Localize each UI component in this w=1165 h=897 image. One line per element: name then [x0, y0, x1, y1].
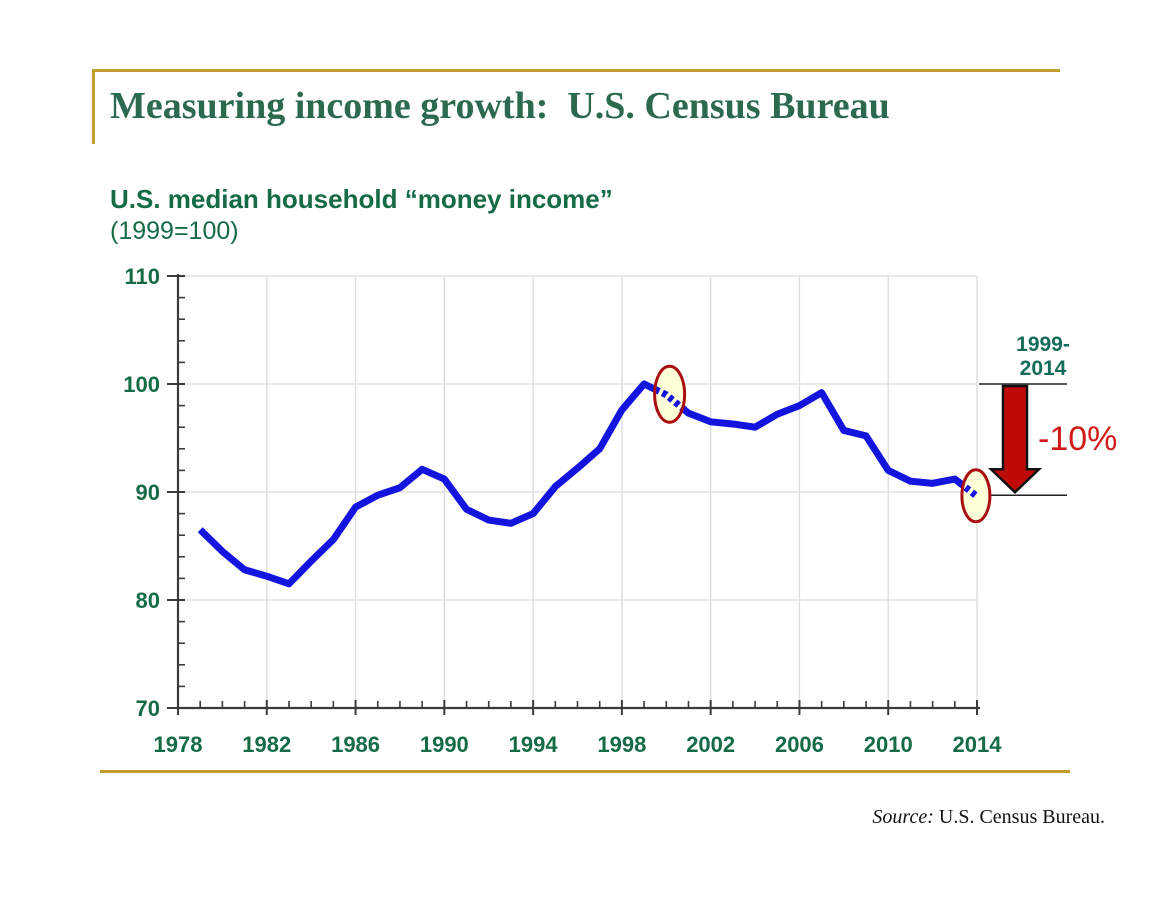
gridlines	[178, 275, 978, 708]
percent-change-label: -10%	[1038, 420, 1118, 458]
axes	[176, 274, 980, 710]
x-tick-label: 1990	[420, 732, 469, 757]
y-tick-label: 100	[123, 372, 160, 397]
ellipse-fill	[961, 469, 990, 522]
period-label: 1999-2014	[1016, 333, 1070, 380]
y-tick-label: 80	[136, 588, 160, 613]
x-tick-label: 2010	[864, 732, 913, 757]
decline-arrow	[987, 384, 1043, 494]
highlight-ellipses	[653, 364, 992, 524]
source-label: Source:	[872, 806, 934, 828]
x-tick-label: 2002	[686, 732, 735, 757]
x-tick-label: 2014	[953, 732, 1003, 757]
title-rule-top	[92, 69, 1060, 72]
y-tick-label: 110	[125, 264, 161, 289]
source-note: Source: U.S. Census Bureau.	[872, 806, 1105, 829]
chart-subtitle: (1999=100)	[110, 217, 239, 245]
x-tick-label: 1978	[154, 732, 203, 757]
ellipse-fill	[654, 366, 685, 423]
highlight-ellipse-2014	[960, 468, 992, 524]
income-series-line	[197, 380, 980, 588]
source-org: U.S. Census Bureau.	[938, 806, 1105, 828]
x-tick-label: 1982	[242, 732, 291, 757]
arrow	[987, 384, 1043, 494]
y-tick-label: 90	[136, 480, 160, 505]
bottom-rule	[100, 770, 1070, 773]
y-tick-label: 70	[136, 696, 160, 721]
x-tick-label: 1986	[331, 732, 380, 757]
tick-labels: 70 80 90 100 110 1978 1982 1986 1990 1994 1998 2002…	[123, 264, 1002, 757]
x-tick-label: 1994	[509, 732, 559, 757]
axis-ticks	[167, 275, 978, 715]
x-tick-label: 1998	[597, 732, 646, 757]
highlight-ellipse-1999	[653, 364, 687, 424]
income-line	[197, 380, 980, 588]
dashed-decline-segment	[653, 386, 690, 415]
title-rule-left	[92, 69, 95, 144]
reference-lines	[979, 383, 1067, 496]
slide-title: Measuring income growth: U.S. Census Bur…	[110, 85, 890, 127]
chart-title: U.S. median household “money income”	[110, 184, 613, 214]
x-tick-label: 2006	[775, 732, 824, 757]
